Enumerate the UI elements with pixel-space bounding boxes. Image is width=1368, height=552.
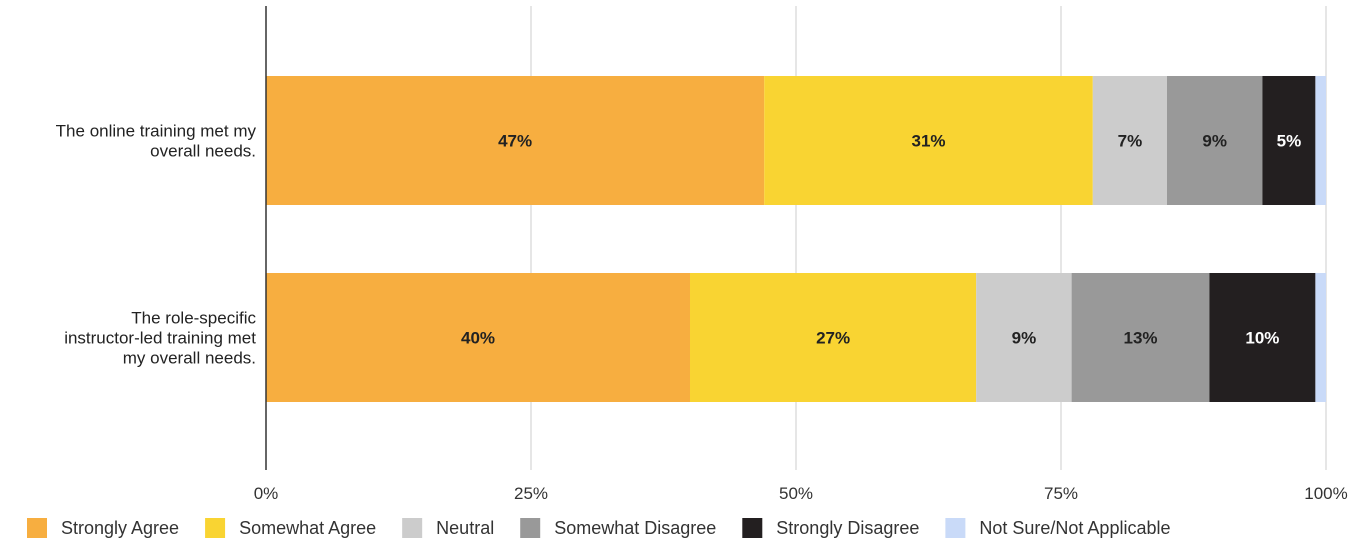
data-label: 31%: [911, 132, 945, 151]
bar-segment: [1315, 76, 1326, 205]
legend-swatch: [742, 518, 763, 538]
bar-segment: [1209, 273, 1316, 402]
legend-label: Somewhat Disagree: [554, 518, 716, 538]
bar-segment: [1262, 76, 1316, 205]
bar-segment: [976, 273, 1072, 402]
legend-label: Somewhat Agree: [239, 518, 376, 538]
x-tick-label: 50%: [779, 484, 813, 503]
category-label: The online training met my overall needs.: [56, 122, 257, 161]
x-tick-label: 25%: [514, 484, 548, 503]
bar-segment: [764, 76, 1093, 205]
bar-segment: [266, 76, 765, 205]
bar-segment: [1092, 76, 1167, 205]
data-label: 13%: [1123, 329, 1157, 348]
bars: [266, 76, 1326, 402]
legend-swatch: [402, 518, 423, 538]
labels: 0% 25% 50% 75% 100% 47% 31% 7% 9% 5% The online tr…: [56, 122, 1348, 504]
data-label: 7%: [1118, 132, 1143, 151]
x-tick-label: 100%: [1304, 484, 1347, 503]
data-label: 9%: [1012, 329, 1037, 348]
data-label: 40%: [461, 329, 495, 348]
bar-segment: [1071, 273, 1210, 402]
legend: Strongly Agree Somewhat Agree Neutral Somew…: [27, 518, 1170, 538]
legend-label: Strongly Disagree: [776, 518, 919, 538]
x-tick-label: 0%: [254, 484, 279, 503]
x-tick-label: 75%: [1044, 484, 1078, 503]
legend-label: Strongly Agree: [61, 518, 179, 538]
bar-segment: [690, 273, 977, 402]
data-label: 9%: [1202, 132, 1227, 151]
data-label: 5%: [1277, 132, 1302, 151]
bar-segment: [266, 273, 690, 402]
legend-swatch: [205, 518, 226, 538]
bar-segment: [1167, 76, 1263, 205]
legend-label: Neutral: [436, 518, 494, 538]
data-label: 47%: [498, 132, 532, 151]
bar-segment: [1315, 273, 1326, 402]
legend-label: Not Sure/Not Applicable: [979, 518, 1170, 538]
legend-swatch: [27, 518, 47, 538]
data-label: 10%: [1245, 329, 1279, 348]
legend-swatch: [520, 518, 541, 538]
category-label: The role-specific instructor-led training…: [64, 309, 256, 368]
data-label: 27%: [816, 329, 850, 348]
legend-swatch: [945, 518, 966, 538]
